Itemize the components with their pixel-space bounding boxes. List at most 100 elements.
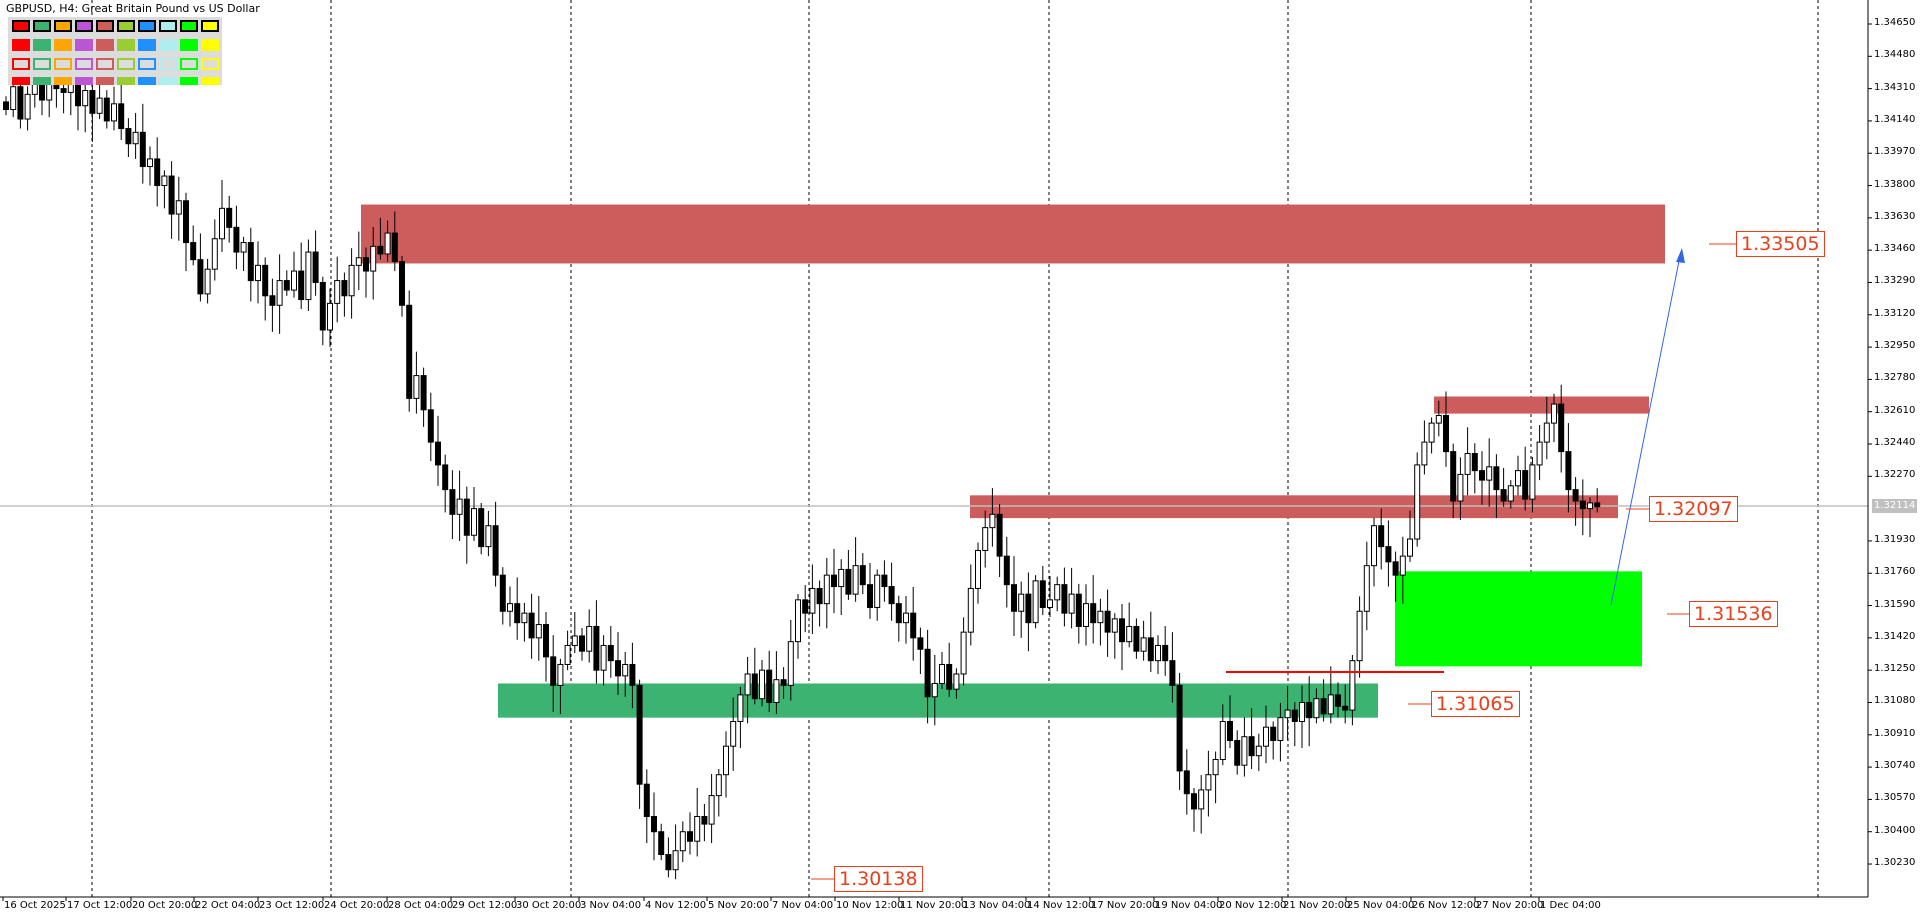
color-swatch[interactable]: [180, 58, 198, 70]
candle-body: [1587, 502, 1593, 510]
color-swatch[interactable]: [54, 58, 72, 70]
candle-body: [1500, 489, 1507, 502]
candle-body: [751, 673, 758, 700]
candle: [1111, 613, 1118, 659]
candle-body: [874, 574, 881, 608]
candle-body: [442, 464, 449, 491]
color-swatch[interactable]: [180, 39, 198, 51]
candle-body: [283, 280, 290, 291]
color-swatch[interactable]: [159, 58, 177, 70]
candle-body: [557, 663, 564, 686]
color-swatch[interactable]: [12, 20, 30, 32]
candle: [917, 627, 924, 674]
color-swatch[interactable]: [75, 20, 93, 32]
candle-body: [1572, 489, 1579, 502]
color-swatch[interactable]: [201, 20, 219, 32]
candle: [471, 486, 477, 541]
y-tick-label: 1.32440: [1874, 437, 1916, 448]
color-swatch[interactable]: [96, 20, 114, 32]
candle: [1443, 391, 1449, 467]
candle: [831, 548, 837, 614]
candle: [1183, 749, 1190, 815]
candle-body: [895, 603, 902, 624]
color-swatch[interactable]: [138, 58, 156, 70]
color-swatch[interactable]: [54, 20, 72, 32]
candle: [1270, 721, 1277, 760]
candle-body: [1464, 453, 1471, 475]
candle: [766, 650, 773, 712]
candle: [658, 823, 665, 861]
color-swatch[interactable]: [75, 58, 93, 70]
color-swatch[interactable]: [180, 20, 198, 32]
candle-body: [1032, 580, 1039, 624]
color-swatch[interactable]: [12, 39, 30, 51]
color-swatch[interactable]: [117, 77, 135, 85]
candle-body: [888, 586, 895, 605]
candle-body: [615, 660, 621, 677]
candle: [1457, 457, 1464, 521]
color-swatch[interactable]: [96, 39, 114, 51]
candle: [895, 595, 902, 642]
color-swatch[interactable]: [12, 77, 30, 85]
color-palette-panel[interactable]: [8, 17, 222, 85]
candle: [996, 504, 1003, 578]
candle-body: [1126, 625, 1133, 643]
color-swatch[interactable]: [201, 39, 219, 51]
candle-body: [341, 280, 348, 297]
color-swatch[interactable]: [138, 39, 156, 51]
color-swatch[interactable]: [159, 39, 177, 51]
color-swatch[interactable]: [54, 39, 72, 51]
candle: [708, 773, 715, 844]
color-swatch[interactable]: [75, 39, 93, 51]
candle-body: [1255, 745, 1262, 757]
color-swatch[interactable]: [75, 77, 93, 85]
color-swatch[interactable]: [201, 77, 219, 85]
color-swatch[interactable]: [54, 77, 72, 85]
color-swatch[interactable]: [117, 20, 135, 32]
y-tick-label: 1.34650: [1874, 17, 1916, 28]
x-tick-label: 30 Oct 20:00: [516, 900, 582, 911]
candle-body: [1565, 451, 1572, 491]
color-swatch[interactable]: [33, 20, 51, 32]
color-swatch[interactable]: [33, 77, 51, 85]
candle-body: [1234, 739, 1241, 766]
color-swatch[interactable]: [33, 39, 51, 51]
candle-body: [17, 86, 24, 120]
candle: [1176, 672, 1183, 790]
color-swatch[interactable]: [159, 77, 177, 85]
candle: [723, 731, 729, 798]
candle-body: [1443, 415, 1449, 453]
color-swatch[interactable]: [96, 77, 114, 85]
color-swatch[interactable]: [201, 58, 219, 70]
candle-body: [377, 245, 384, 255]
candle: [348, 248, 355, 319]
color-swatch[interactable]: [96, 58, 114, 70]
candle-body: [1270, 726, 1277, 741]
candle: [550, 635, 557, 712]
color-swatch[interactable]: [12, 58, 30, 70]
candle: [1536, 425, 1543, 481]
candle: [687, 812, 693, 855]
candle: [139, 103, 146, 184]
color-swatch[interactable]: [117, 39, 135, 51]
candle: [276, 254, 283, 334]
color-swatch[interactable]: [159, 20, 177, 32]
x-tick-label: 20 Nov 12:00: [1219, 900, 1287, 911]
x-tick-label: 29 Oct 12:00: [452, 900, 518, 911]
candle-body: [1075, 593, 1082, 627]
color-swatch[interactable]: [180, 77, 198, 85]
candle-body: [1011, 584, 1017, 612]
candle-body: [773, 679, 780, 703]
candle-body: [967, 587, 974, 633]
color-swatch[interactable]: [33, 58, 51, 70]
candle-body: [1306, 701, 1313, 719]
candle: [132, 112, 139, 159]
color-swatch[interactable]: [138, 20, 156, 32]
candle: [449, 470, 456, 540]
color-swatch[interactable]: [117, 58, 135, 70]
candle: [867, 562, 873, 619]
color-swatch[interactable]: [138, 77, 156, 85]
candle: [694, 788, 701, 857]
candle-body: [435, 441, 441, 466]
